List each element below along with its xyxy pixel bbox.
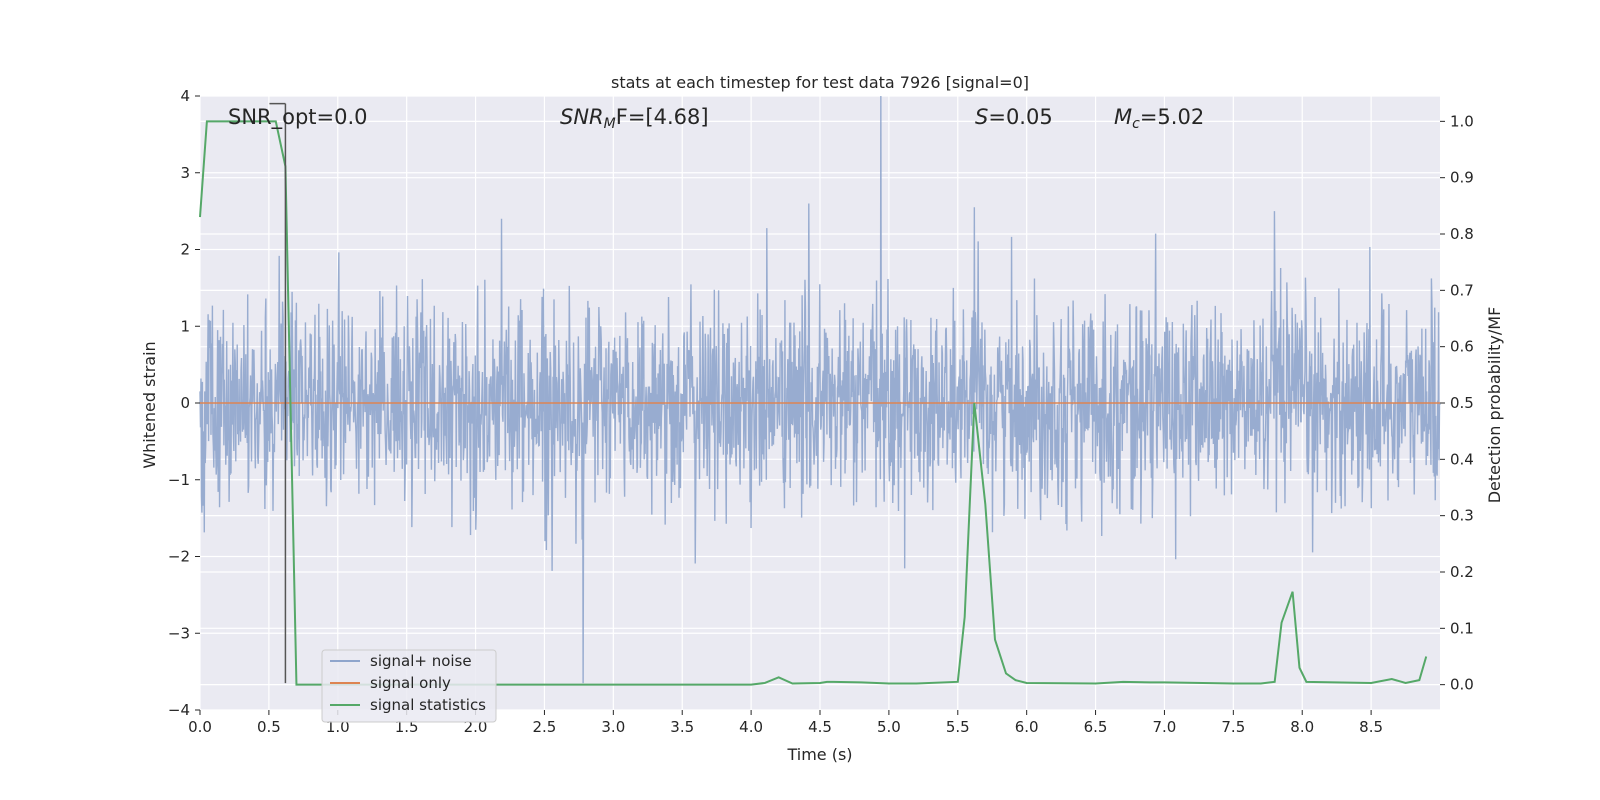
- x-tick-label: 8.5: [1359, 718, 1383, 736]
- signal-statistics-line: [199, 120, 1428, 686]
- x-tick-label: 0.0: [188, 718, 212, 736]
- x-tick-label: 7.0: [1153, 718, 1177, 736]
- x-tick-label: 6.0: [1015, 718, 1039, 736]
- x-tick-label: 5.5: [946, 718, 970, 736]
- y2-axis-ticks: 1.0 0.9 0.8 0.7 0.6 0.5 0.4 0.3 0.2 0.1 0.0: [1440, 112, 1474, 694]
- signal-noise-series: [199, 95, 1441, 684]
- x-tick-label: 3.0: [601, 718, 625, 736]
- y-tick-label: 0: [180, 394, 190, 412]
- marker-line: [269, 102, 287, 684]
- x-tick-label: 5.0: [877, 718, 901, 736]
- y2-tick-label: 0.6: [1450, 338, 1474, 356]
- y2-tick-label: 0.1: [1450, 619, 1474, 637]
- y-tick-label: −4: [168, 701, 190, 719]
- x-tick-label: 4.5: [808, 718, 832, 736]
- annotation-mc-sub: c: [1132, 116, 1140, 132]
- annotation-snr-opt: SNR_opt=0.0: [228, 105, 368, 130]
- y-axis-ticks: 4 3 2 1 0 −1 −2 −3 −4: [168, 87, 200, 719]
- annotation-s-rest: =0.05: [988, 105, 1052, 129]
- legend-label-signal-statistics: signal statistics: [370, 696, 486, 714]
- y2-tick-label: 0.2: [1450, 563, 1474, 581]
- x-tick-label: 2.5: [533, 718, 557, 736]
- annotation-snr-mf-rest: F=[4.68]: [616, 105, 709, 129]
- y-axis-label: Whitened strain: [140, 341, 159, 468]
- annotation-mc-rest: =5.02: [1140, 105, 1204, 129]
- x-tick-label: 6.5: [1084, 718, 1108, 736]
- x-tick-label: 0.5: [257, 718, 281, 736]
- annotation-mc: Mc=5.02: [1114, 105, 1204, 132]
- x-tick-label: 3.5: [670, 718, 694, 736]
- x-tick-label: 7.5: [1221, 718, 1245, 736]
- legend-label-signal-noise: signal+ noise: [370, 652, 472, 670]
- x-tick-label: 8.0: [1290, 718, 1314, 736]
- signal-statistics-series: [199, 120, 1428, 686]
- y-tick-label: −3: [168, 624, 190, 642]
- annotation-snr-mf: SNRMF=[4.68]: [560, 105, 709, 132]
- annotation-snr-mf-sub: M: [604, 116, 616, 132]
- annotation-snr-mf-name: SNR: [560, 105, 604, 129]
- y2-tick-label: 0.3: [1450, 507, 1474, 525]
- y2-tick-label: 0.8: [1450, 225, 1474, 243]
- y-tick-label: −2: [168, 548, 190, 566]
- chart-title: stats at each timestep for test data 792…: [611, 73, 1029, 92]
- y-tick-label: −1: [168, 471, 190, 489]
- y-tick-label: 3: [180, 164, 190, 182]
- y-tick-label: 4: [180, 87, 190, 105]
- y2-tick-label: 0.9: [1450, 169, 1474, 187]
- annotation-s: S=0.05: [975, 105, 1053, 129]
- y2-tick-label: 0.0: [1450, 676, 1474, 694]
- x-axis-ticks: 0.0 0.5 1.0 1.5 2.0 2.5 3.0 3.5 4.0 4.5 5.0 5.5 6.0 6…: [188, 710, 1383, 736]
- annotation-s-name: S: [975, 105, 988, 129]
- y-tick-label: 1: [180, 317, 190, 335]
- y2-tick-label: 0.4: [1450, 450, 1474, 468]
- signal-noise-line: [199, 95, 1441, 684]
- y2-axis-label: Detection probability/MF: [1485, 307, 1504, 504]
- x-tick-label: 4.0: [739, 718, 763, 736]
- legend: signal+ noise signal only signal statist…: [321, 649, 497, 723]
- y2-tick-label: 0.5: [1450, 394, 1474, 412]
- x-axis-label: Time (s): [786, 745, 852, 764]
- legend-box: [321, 649, 497, 723]
- annotation-mc-name: M: [1114, 105, 1132, 129]
- legend-label-signal-only: signal only: [370, 674, 451, 692]
- y2-tick-label: 1.0: [1450, 112, 1474, 130]
- y-tick-label: 2: [180, 241, 190, 259]
- y2-tick-label: 0.7: [1450, 281, 1474, 299]
